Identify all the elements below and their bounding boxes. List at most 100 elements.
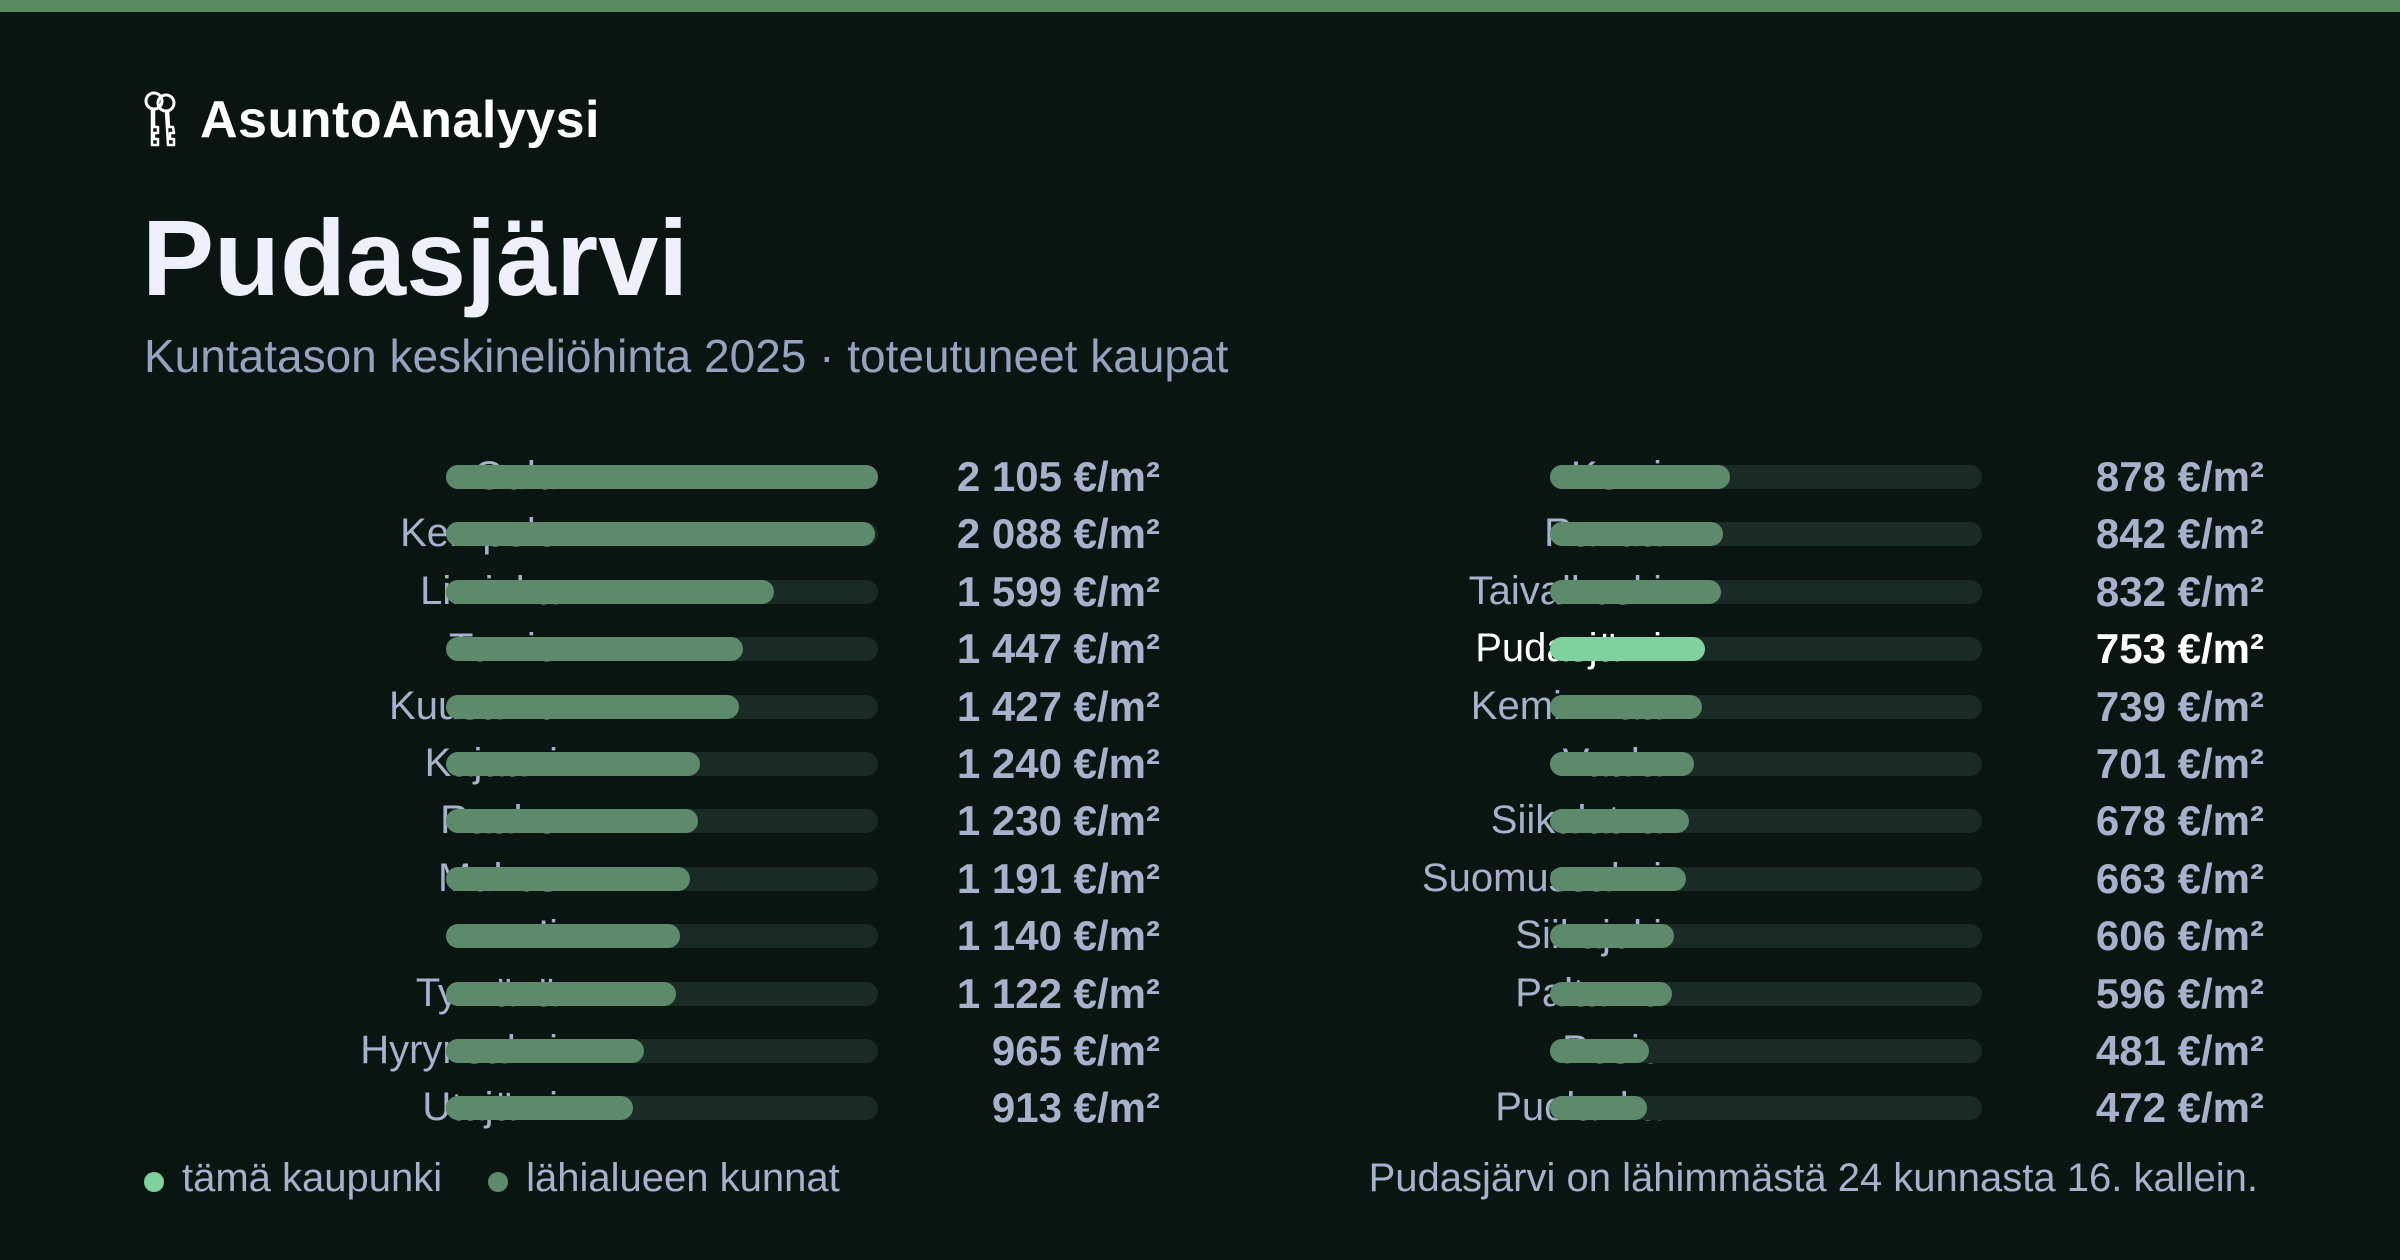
legend-label-this-city: tämä kaupunki bbox=[182, 1155, 443, 1200]
bar bbox=[446, 637, 743, 662]
chart-column-left: Oulu2 105 €/m²Kempele2 088 €/m²Liminka1 … bbox=[140, 448, 1160, 1137]
bar-track bbox=[446, 924, 878, 949]
bar-row: Muhos1 191 €/m² bbox=[140, 850, 1160, 907]
bar-track bbox=[446, 694, 878, 719]
bar-row: Paltamo596 €/m² bbox=[1244, 965, 2264, 1022]
bar-row: Vaala701 €/m² bbox=[1244, 735, 2264, 792]
bar-track bbox=[446, 981, 878, 1006]
bar-row: Taivalkoski832 €/m² bbox=[1244, 563, 2264, 620]
bar-row: Siikajoki606 €/m² bbox=[1244, 907, 2264, 964]
bar bbox=[1550, 866, 1686, 891]
bar bbox=[446, 981, 676, 1006]
bar bbox=[1550, 637, 1705, 662]
legend: tämä kaupunki lähialueen kunnat bbox=[144, 1150, 886, 1206]
bar bbox=[1550, 465, 1730, 489]
bar bbox=[446, 579, 774, 604]
bar-track bbox=[446, 637, 878, 662]
bar-value-label: 1 122 €/m² bbox=[956, 969, 1160, 1017]
legend-dot-this-city bbox=[144, 1172, 164, 1192]
legend-dot-nearby bbox=[488, 1172, 509, 1192]
bar-value-label: 606 €/m² bbox=[2095, 912, 2264, 960]
bar bbox=[1550, 924, 1674, 949]
bar bbox=[446, 522, 875, 547]
bar-track bbox=[446, 866, 878, 891]
bar bbox=[446, 809, 698, 834]
bar-track bbox=[446, 751, 878, 776]
brand-name: AsuntoAnalyysi bbox=[200, 91, 600, 149]
bar-track bbox=[1550, 465, 1982, 489]
bar-value-label: 1 140 €/m² bbox=[956, 912, 1160, 960]
bar-row: Kempele2 088 €/m² bbox=[140, 505, 1160, 562]
page-title: Pudasjärvi bbox=[142, 197, 689, 318]
bar-value-label: 1 240 €/m² bbox=[956, 739, 1160, 787]
bar-row: Kemi878 €/m² bbox=[1244, 448, 2264, 505]
bar-track bbox=[1550, 866, 1982, 891]
bar-value-label: 842 €/m² bbox=[2095, 510, 2264, 558]
bar-value-label: 965 €/m² bbox=[991, 1026, 1160, 1074]
bar-track bbox=[1550, 637, 1982, 662]
top-accent-bar bbox=[0, 0, 2400, 12]
bar-value-label: 832 €/m² bbox=[2095, 567, 2264, 615]
bar-value-label: 739 €/m² bbox=[2095, 682, 2264, 730]
bar-row: Oulu2 105 €/m² bbox=[140, 448, 1160, 505]
bar-value-label: 878 €/m² bbox=[2095, 453, 2264, 500]
bar-row: Kuusamo1 427 €/m² bbox=[140, 678, 1160, 735]
bar-value-label: 596 €/m² bbox=[2095, 969, 2264, 1017]
bar-track bbox=[446, 1038, 878, 1063]
bar bbox=[1550, 1096, 1647, 1121]
bar-row: Puolanka472 €/m² bbox=[1244, 1079, 2264, 1136]
bar-track bbox=[446, 522, 878, 547]
bar-value-label: 481 €/m² bbox=[2095, 1026, 2264, 1074]
bar-track bbox=[1550, 579, 1982, 604]
bar-row: Posio481 €/m² bbox=[1244, 1022, 2264, 1079]
bar-value-label: 701 €/m² bbox=[2095, 739, 2264, 787]
bar bbox=[1550, 809, 1689, 834]
page-subtitle: Kuntatason keskineliöhinta 2025 · toteut… bbox=[144, 330, 1229, 382]
keys-icon bbox=[144, 91, 176, 147]
bar-row: Raahe1 230 €/m² bbox=[140, 792, 1160, 849]
bar bbox=[446, 751, 700, 776]
bar-row: Liminka1 599 €/m² bbox=[140, 563, 1160, 620]
bar bbox=[1550, 1038, 1649, 1063]
legend-label-nearby: lähialueen kunnat bbox=[526, 1155, 840, 1200]
bar-value-label: 1 427 €/m² bbox=[956, 682, 1160, 730]
bar bbox=[1550, 981, 1672, 1006]
bar bbox=[446, 866, 690, 891]
bar-row: Siikalatva678 €/m² bbox=[1244, 792, 2264, 849]
bar bbox=[1550, 751, 1694, 776]
bar-track bbox=[1550, 522, 1982, 547]
bar-track bbox=[1550, 694, 1982, 719]
bar-track bbox=[446, 465, 878, 489]
bar-value-label: 663 €/m² bbox=[2095, 854, 2264, 902]
bar-track bbox=[1550, 1038, 1982, 1063]
bar bbox=[446, 694, 739, 719]
bar-track bbox=[446, 1096, 878, 1121]
bar bbox=[1550, 579, 1721, 604]
bar bbox=[446, 465, 878, 489]
bar-value-label: 1 447 €/m² bbox=[956, 625, 1160, 673]
bar-track bbox=[1550, 1096, 1982, 1121]
brand: AsuntoAnalyysi bbox=[140, 88, 600, 152]
bar-row: Utajärvi913 €/m² bbox=[140, 1079, 1160, 1136]
bar-value-label: 1 230 €/m² bbox=[956, 797, 1160, 845]
legend-item-nearby: lähialueen kunnat bbox=[488, 1156, 840, 1201]
bar-row: Ii1 140 €/m² bbox=[140, 907, 1160, 964]
bar-value-label: 2 105 €/m² bbox=[956, 453, 1160, 500]
bar bbox=[1550, 522, 1723, 547]
bar-value-label: 472 €/m² bbox=[2095, 1084, 2264, 1132]
bar-track bbox=[1550, 981, 1982, 1006]
bar-row: Keminmaa739 €/m² bbox=[1244, 678, 2264, 735]
bar-value-label: 1 599 €/m² bbox=[956, 567, 1160, 615]
bar-row: Pudasjärvi753 €/m² bbox=[1244, 620, 2264, 677]
chart-column-right: Kemi878 €/m²Ranua842 €/m²Taivalkoski832 … bbox=[1244, 448, 2264, 1137]
bar-value-label: 753 €/m² bbox=[2095, 625, 2264, 673]
bar bbox=[446, 1038, 644, 1063]
bar-track bbox=[446, 809, 878, 834]
bar bbox=[446, 1096, 633, 1121]
bar-track bbox=[446, 579, 878, 604]
bar-row: Hyrynsalmi965 €/m² bbox=[140, 1022, 1160, 1079]
bar-value-label: 2 088 €/m² bbox=[956, 510, 1160, 558]
bar-row: Suomussalmi 663 €/m² bbox=[1244, 850, 2264, 907]
legend-item-this-city: tämä kaupunki bbox=[144, 1156, 442, 1201]
bar-row: Tornio1 447 €/m² bbox=[140, 620, 1160, 677]
